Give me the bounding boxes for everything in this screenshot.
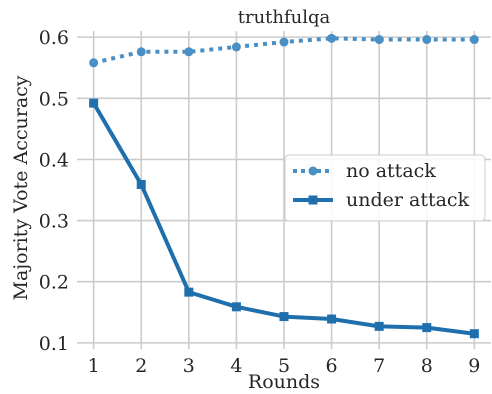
legend-box	[284, 154, 486, 222]
x-tick-label: 7	[373, 355, 385, 377]
y-axis-label: Majority Vote Accuracy	[10, 75, 32, 300]
data-point	[279, 312, 289, 322]
data-point	[469, 329, 479, 339]
x-tick-label: 6	[326, 355, 338, 377]
data-point	[469, 35, 479, 45]
data-point	[374, 321, 384, 331]
data-point	[422, 323, 432, 333]
data-point	[184, 47, 194, 57]
legend-marker-under-attack	[308, 195, 318, 205]
legend-marker-no-attack	[308, 166, 318, 176]
y-tick-label: 0.1	[39, 333, 69, 355]
y-tick-label: 0.5	[39, 88, 69, 110]
x-tick-label: 8	[421, 355, 433, 377]
legend-label-no-attack: no attack	[346, 160, 436, 182]
x-axis-label: Rounds	[248, 371, 320, 393]
series-no-attack	[89, 33, 479, 68]
x-tick-label: 3	[183, 355, 195, 377]
data-point	[89, 98, 99, 108]
data-point	[327, 33, 337, 43]
y-tick-label: 0.2	[39, 272, 69, 294]
data-point	[374, 35, 384, 45]
data-point	[89, 58, 99, 68]
grid	[77, 31, 491, 349]
chart-title: truthfulqa	[238, 7, 331, 28]
tick-labels: 1 2 3 4 5 6 7 8 9 0.1 0.2 0.3 0.4 0.5 0.6	[39, 27, 481, 377]
x-tick-label: 4	[230, 355, 242, 377]
y-tick-label: 0.4	[39, 149, 69, 171]
data-point	[136, 47, 146, 57]
data-point	[422, 35, 432, 45]
data-point	[184, 287, 194, 297]
legend-label-under-attack: under attack	[346, 189, 470, 211]
data-point	[327, 314, 337, 324]
series-layer	[89, 33, 479, 339]
x-tick-label: 1	[88, 355, 100, 377]
y-tick-label: 0.3	[39, 211, 69, 233]
series-under-attack	[89, 98, 479, 339]
x-tick-label: 2	[135, 355, 147, 377]
data-point	[136, 179, 146, 189]
data-point	[231, 42, 241, 52]
data-point	[231, 302, 241, 312]
data-point	[279, 37, 289, 47]
y-tick-label: 0.6	[39, 27, 69, 49]
legend: no attack under attack	[284, 154, 486, 222]
x-tick-label: 5	[278, 355, 290, 377]
x-tick-label: 9	[468, 355, 480, 377]
